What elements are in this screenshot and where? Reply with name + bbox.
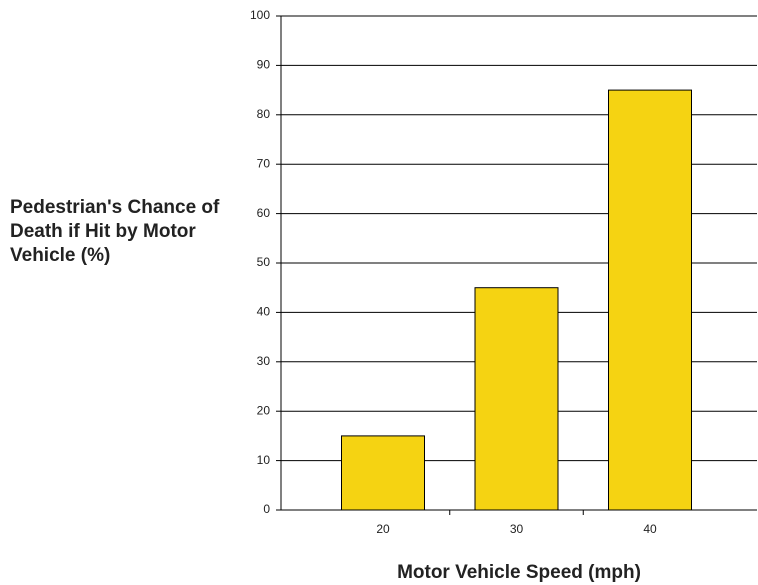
y-tick-label: 90 xyxy=(257,58,271,72)
y-axis-label: Pedestrian's Chance of Death if Hit by M… xyxy=(10,197,220,266)
y-tick-label: 70 xyxy=(257,156,271,170)
y-tick-label: 10 xyxy=(257,453,271,467)
x-tick-label: 20 xyxy=(376,522,390,536)
y-tick-label: 100 xyxy=(250,8,270,22)
y-tick-label: 40 xyxy=(257,305,271,319)
y-tick-label: 60 xyxy=(257,206,271,220)
y-tick-label: 30 xyxy=(257,354,271,368)
y-tick-label: 50 xyxy=(257,255,271,269)
y-tick-label: 80 xyxy=(257,107,271,121)
x-tick-label: 30 xyxy=(510,522,524,536)
x-tick-label: 40 xyxy=(643,522,657,536)
bar xyxy=(474,287,559,511)
x-axis-label: Motor Vehicle Speed (mph) xyxy=(397,562,641,583)
y-tick-label: 0 xyxy=(263,502,270,516)
bar xyxy=(608,89,692,511)
y-tick-label: 20 xyxy=(257,403,271,417)
bar xyxy=(341,435,425,511)
